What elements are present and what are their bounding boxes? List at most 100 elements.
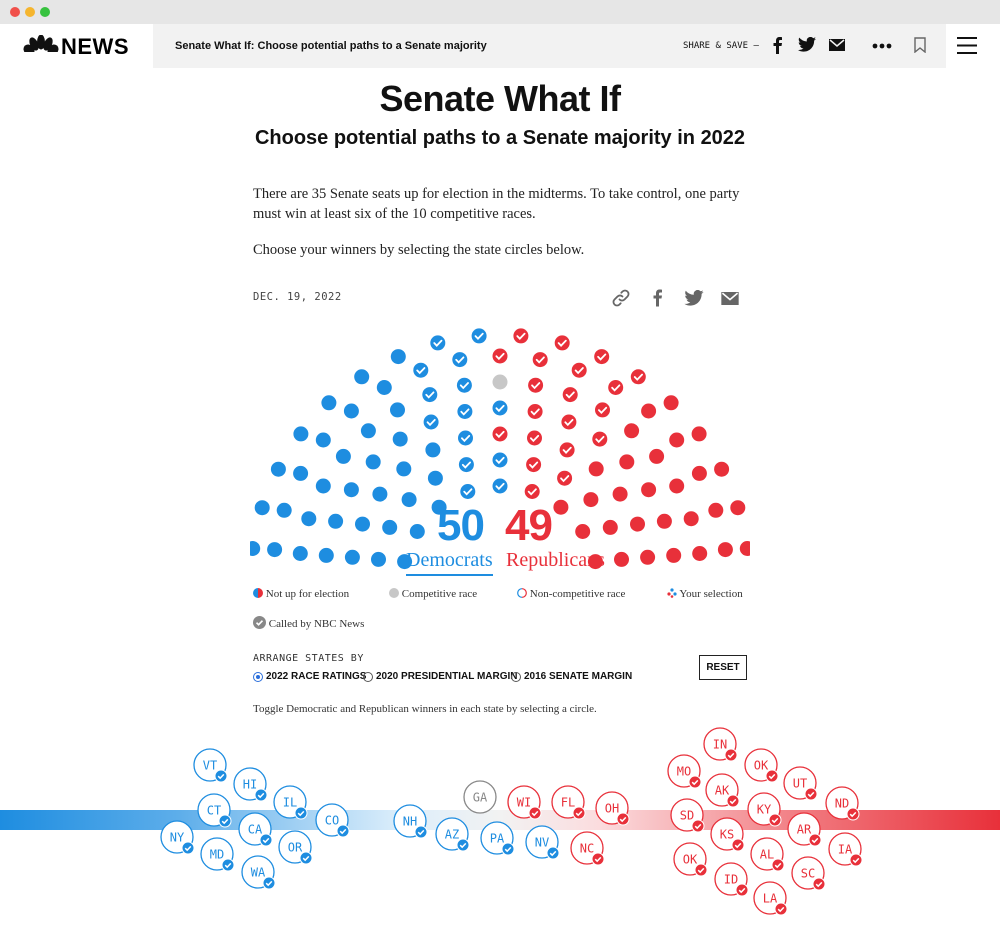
legend-label: Non-competitive race [529, 588, 626, 600]
reset-button[interactable]: RESET [699, 655, 747, 680]
state-bubble-mo[interactable]: MO [667, 754, 702, 789]
facebook-share-icon[interactable] [651, 288, 663, 307]
state-bubble-wi[interactable]: WI [507, 785, 542, 820]
senate-seat [588, 461, 604, 477]
senate-seat [422, 387, 438, 403]
svg-text:UT: UT [793, 777, 807, 791]
senate-seat [649, 448, 665, 464]
facebook-icon[interactable] [771, 36, 783, 54]
svg-text:AL: AL [760, 848, 774, 862]
radio-dot[interactable] [363, 671, 373, 682]
senate-seat [571, 362, 587, 378]
state-bubble-ar[interactable]: AR [787, 812, 822, 847]
state-bubble-hi[interactable]: HI [233, 767, 268, 802]
senate-seat [583, 492, 599, 508]
senate-seat [267, 542, 283, 558]
senate-seat [663, 395, 679, 411]
senate-seat [630, 516, 645, 532]
state-bubble-md[interactable]: MD [200, 837, 235, 872]
grey-dot-icon [389, 588, 399, 598]
legend-not-up: Not up for election [253, 588, 349, 600]
senate-seat [527, 404, 543, 419]
state-bubble-ak[interactable]: AK [705, 773, 740, 808]
svg-text:FL: FL [561, 796, 575, 810]
share-save-toggle[interactable]: SHARE & SAVE – [683, 41, 759, 51]
email-share-icon[interactable] [721, 292, 739, 305]
senate-seat [562, 387, 578, 403]
email-icon[interactable] [829, 39, 845, 51]
state-bubble-nc[interactable]: NC [570, 831, 605, 866]
state-bubble-or[interactable]: OR [278, 830, 313, 865]
state-bubble-nh[interactable]: NH [393, 804, 428, 839]
close-window-dot[interactable] [10, 7, 20, 17]
state-bubble-oh[interactable]: OH [595, 791, 630, 826]
svg-text:VT: VT [203, 759, 217, 773]
senate-seat [460, 484, 476, 499]
senate-seat [739, 541, 750, 556]
state-bubble-co[interactable]: CO [315, 803, 350, 838]
state-bubble-nv[interactable]: NV [525, 825, 560, 860]
page-title: Senate What If [379, 78, 621, 119]
state-bubble-al[interactable]: AL [750, 837, 785, 872]
senate-seat [250, 541, 261, 556]
state-bubble-fl[interactable]: FL [551, 785, 586, 820]
state-bubble-ky[interactable]: KY [747, 792, 782, 827]
state-bubble-az[interactable]: AZ [435, 817, 470, 852]
svg-text:SC: SC [801, 867, 815, 881]
minimize-window-dot[interactable] [25, 7, 35, 17]
radio-senate-margin[interactable]: 2016 SENATE MARGIN [511, 671, 632, 682]
state-bubble-ok[interactable]: OK [744, 748, 779, 783]
radio-dot-selected[interactable] [253, 671, 263, 682]
bookmark-icon[interactable] [914, 37, 926, 53]
svg-text:WI: WI [517, 796, 531, 810]
state-bubble-pa[interactable]: PA [480, 821, 515, 856]
senate-seat [371, 551, 386, 567]
senate-seat [390, 349, 406, 365]
senate-seat [559, 442, 575, 458]
state-bubble-ia[interactable]: IA [828, 832, 863, 867]
senate-seat [527, 430, 542, 446]
state-bubble-nd[interactable]: ND [825, 786, 860, 821]
legend-selection: Your selection [667, 588, 743, 600]
legend-label: Your selection [679, 588, 743, 600]
svg-text:ID: ID [724, 873, 738, 887]
hamburger-menu-icon[interactable] [957, 37, 977, 54]
senate-seat [456, 377, 472, 393]
radio-presidential-margin[interactable]: 2020 PRESIDENTIAL MARGIN [363, 671, 518, 682]
radio-label: 2016 SENATE MARGIN [524, 671, 633, 682]
senate-seat [691, 465, 707, 481]
copy-link-icon[interactable] [611, 288, 631, 308]
legend-called: Called by NBC News [253, 616, 364, 630]
state-bubble-ga[interactable]: GA [463, 780, 497, 814]
svg-text:KY: KY [757, 803, 772, 817]
brand-wordmark: NEWS [61, 34, 129, 59]
state-bubble-wa[interactable]: WA [241, 855, 276, 890]
senate-seat [276, 502, 292, 518]
state-bubble-in[interactable]: IN [703, 727, 738, 762]
state-bubble-sc[interactable]: SC [791, 856, 826, 891]
twitter-share-icon[interactable] [684, 290, 704, 306]
state-bubble-ca[interactable]: CA [238, 812, 273, 847]
more-options-icon[interactable] [872, 43, 892, 49]
state-bubble-id[interactable]: ID [714, 862, 749, 897]
radio-race-ratings[interactable]: 2022 RACE RATINGS [253, 671, 366, 682]
maximize-window-dot[interactable] [40, 7, 50, 17]
twitter-icon[interactable] [798, 37, 816, 52]
state-bubble-la[interactable]: LA [753, 881, 788, 916]
radio-dot[interactable] [511, 671, 521, 682]
radio-label: 2020 PRESIDENTIAL MARGIN [376, 671, 518, 682]
state-bubble-ct[interactable]: CT [197, 793, 232, 828]
state-bubble-ks[interactable]: KS [710, 817, 745, 852]
state-bubble-vt[interactable]: VT [193, 748, 228, 783]
senate-seat [492, 348, 508, 364]
senate-seat [343, 403, 359, 419]
senate-seat [355, 516, 370, 532]
state-bubble-il[interactable]: IL [273, 785, 308, 820]
state-bubble-ut[interactable]: UT [783, 766, 818, 801]
state-bubble-sd[interactable]: SD [670, 798, 705, 833]
state-bubble-ok[interactable]: OK [673, 842, 708, 877]
state-bubble-ny[interactable]: NY [160, 820, 195, 855]
senate-seat [292, 546, 308, 561]
rep-label: Republicans [506, 549, 605, 571]
nbc-news-logo[interactable]: NEWS [0, 24, 153, 68]
